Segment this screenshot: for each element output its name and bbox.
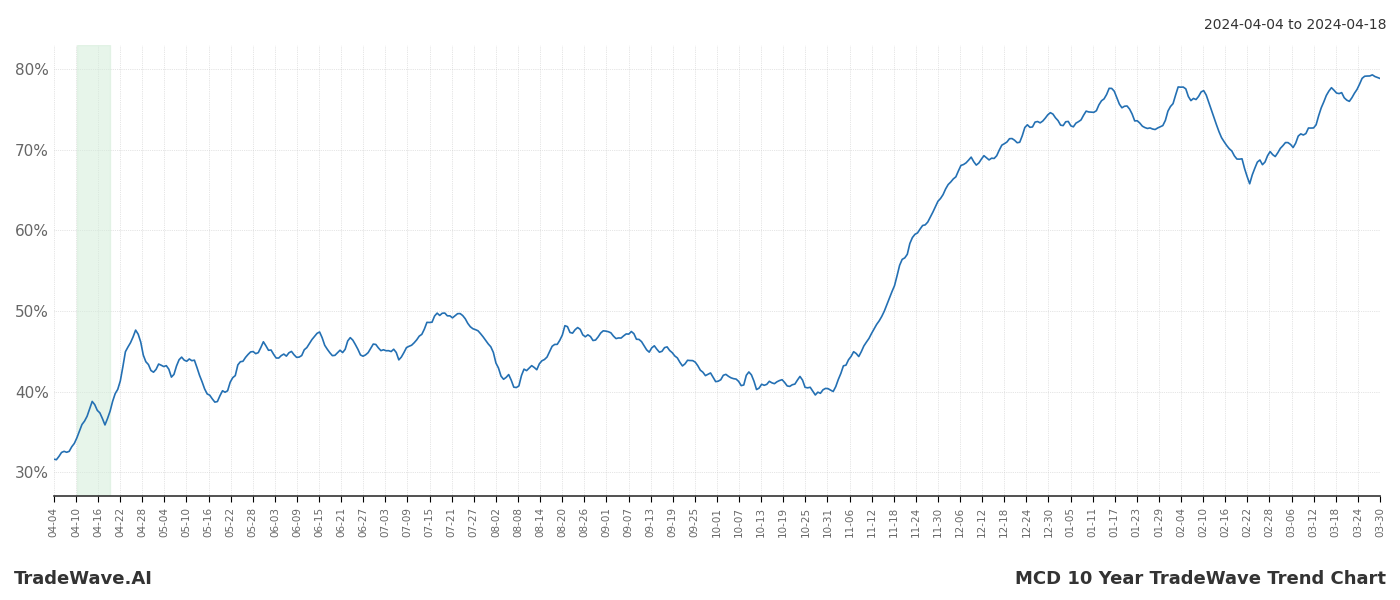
Text: 2024-04-04 to 2024-04-18: 2024-04-04 to 2024-04-18 [1204,18,1386,32]
Text: MCD 10 Year TradeWave Trend Chart: MCD 10 Year TradeWave Trend Chart [1015,570,1386,588]
Text: TradeWave.AI: TradeWave.AI [14,570,153,588]
Bar [77,45,111,496]
